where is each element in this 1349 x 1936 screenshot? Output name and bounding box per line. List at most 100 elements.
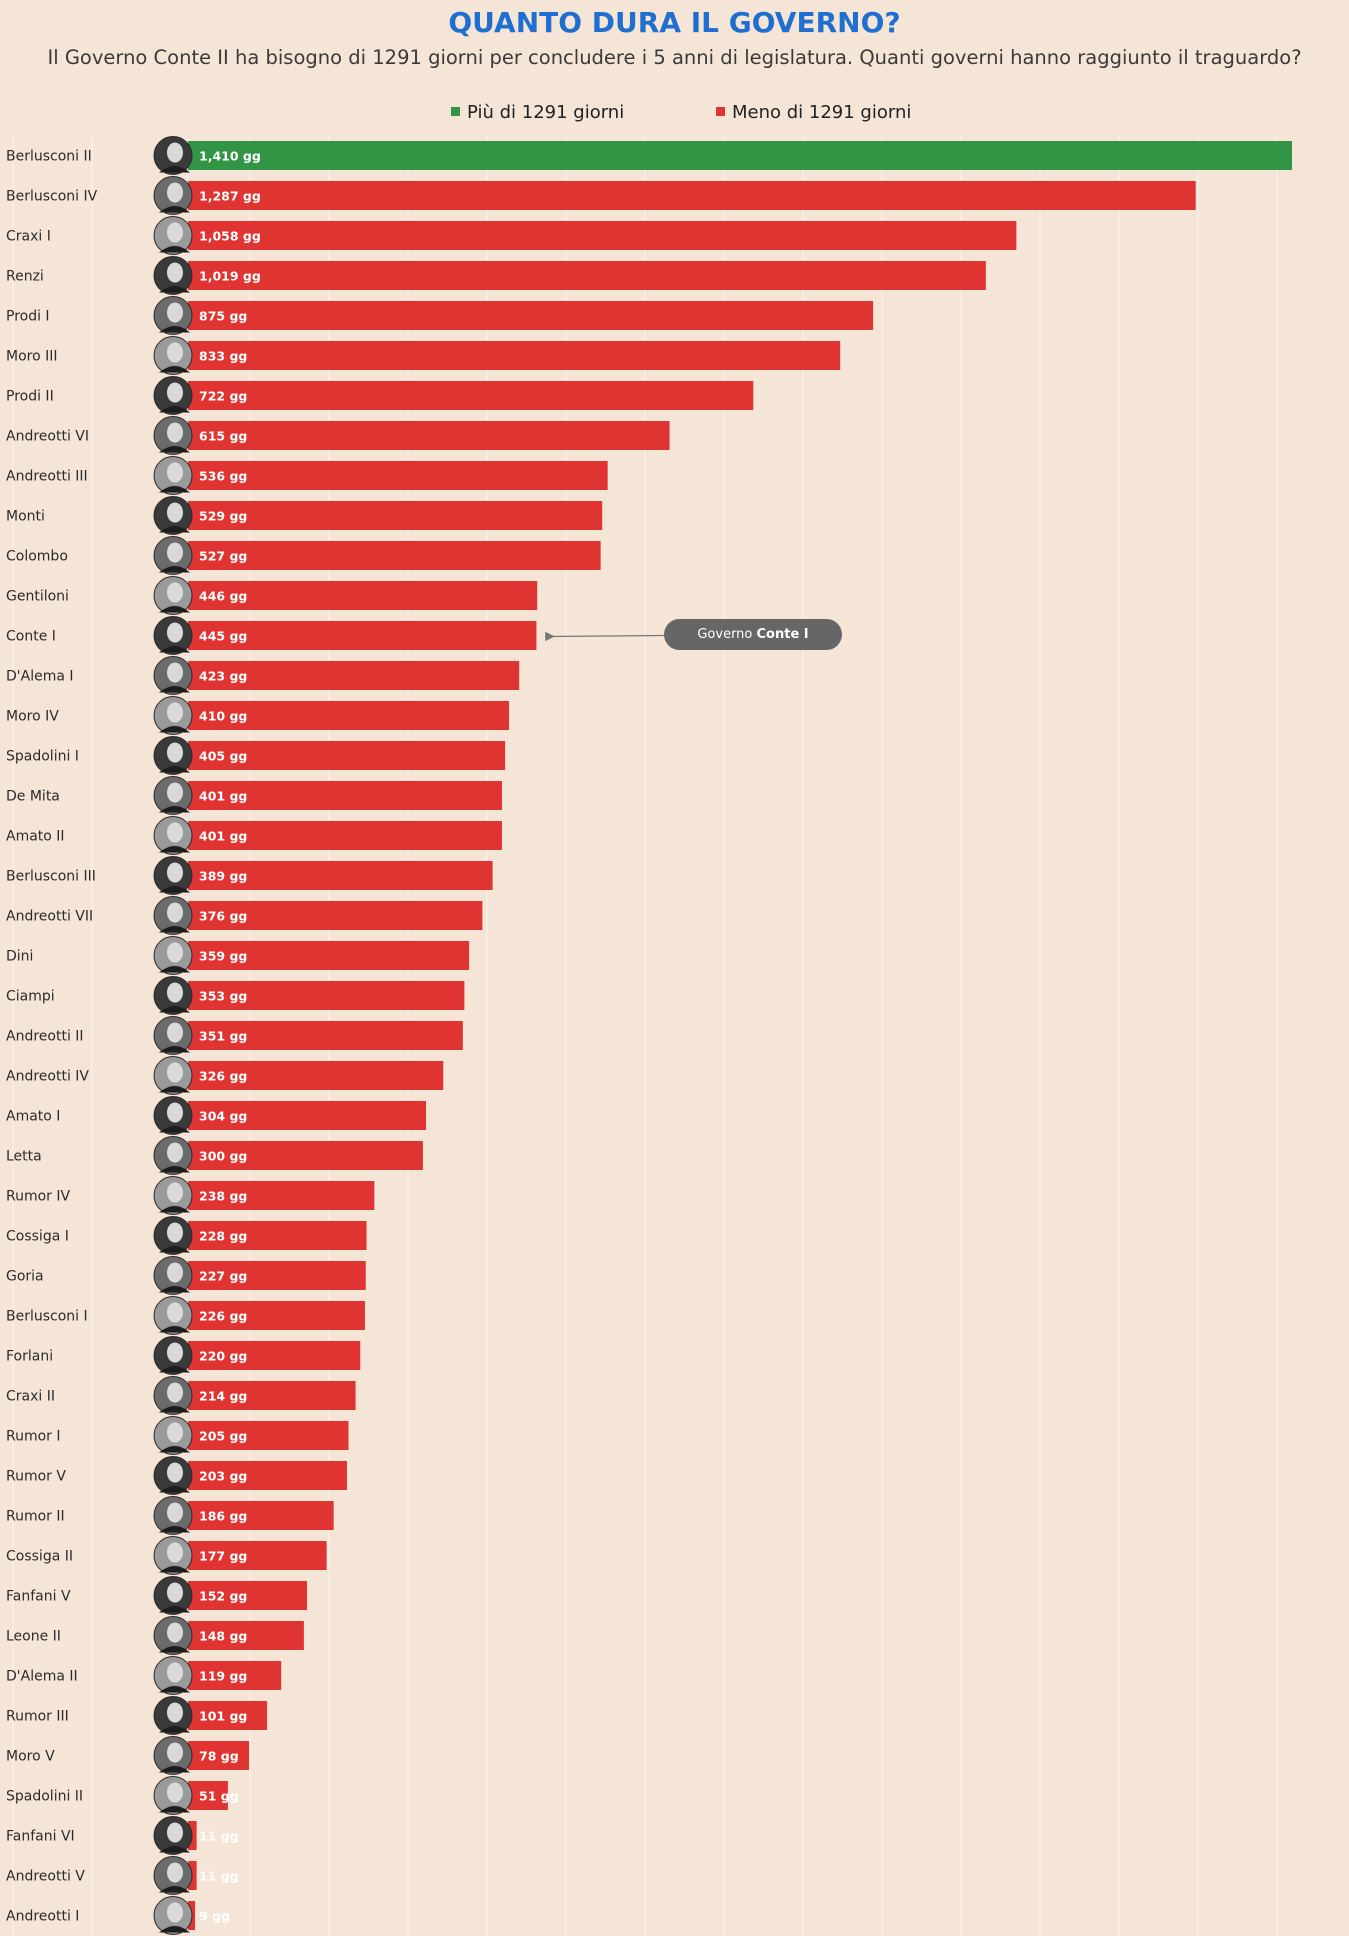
portrait-avatar: [153, 1176, 193, 1215]
annotation-strong: Conte I: [756, 627, 809, 642]
category-label: Craxi I: [6, 229, 51, 245]
value-label: 722 gg: [199, 389, 247, 404]
bar-row: Gentiloni 446 gg: [6, 576, 538, 615]
category-label: Berlusconi II: [6, 149, 92, 165]
category-label: Prodi I: [6, 309, 50, 325]
portrait-avatar: [153, 1496, 193, 1535]
legend-swatch-above: [451, 106, 460, 116]
bar-row: Berlusconi II 1,410 gg: [6, 136, 1292, 175]
legend-swatch-below: [716, 106, 725, 116]
bar: [188, 1701, 268, 1730]
bar-row: Moro IV 410 gg: [6, 696, 510, 735]
value-label: 1,287 gg: [199, 189, 261, 204]
bar: [188, 501, 603, 530]
bar: [188, 1501, 334, 1530]
category-label: Moro IV: [6, 709, 59, 725]
value-label: 410 gg: [199, 709, 247, 724]
category-label: Moro V: [6, 1749, 55, 1765]
bar-row: Colombo 527 gg: [6, 536, 601, 575]
value-label: 238 gg: [199, 1189, 247, 1204]
category-label: Andreotti III: [6, 469, 88, 485]
bar-row: Rumor V 203 gg: [6, 1456, 347, 1495]
bar-row: Andreotti VI 615 gg: [6, 416, 670, 455]
value-label: 405 gg: [199, 749, 247, 764]
bar: [188, 261, 986, 290]
bar: [188, 1461, 347, 1490]
portrait-avatar: [153, 536, 193, 575]
category-label: Rumor III: [6, 1709, 69, 1725]
category-label: Craxi II: [6, 1389, 55, 1405]
portrait-avatar: [153, 936, 193, 975]
portrait-avatar: [153, 296, 193, 335]
portrait-avatar: [153, 1776, 193, 1815]
bar-row: Rumor II 186 gg: [6, 1496, 334, 1535]
value-label: 300 gg: [199, 1149, 247, 1164]
value-label: 205 gg: [199, 1429, 247, 1444]
category-label: Conte I: [6, 629, 56, 645]
category-label: Spadolini II: [6, 1789, 83, 1805]
portrait-avatar: [153, 1136, 193, 1175]
portrait-avatar: [153, 416, 193, 455]
bar-row: Andreotti II 351 gg: [6, 1016, 463, 1055]
value-label: 101 gg: [199, 1709, 247, 1724]
portrait-avatar: [153, 1016, 193, 1055]
category-label: Renzi: [6, 269, 44, 285]
portrait-avatar: [153, 136, 193, 175]
value-label: 615 gg: [199, 429, 247, 444]
category-label: Ciampi: [6, 989, 55, 1005]
bar-row: Moro III 833 gg: [6, 336, 841, 375]
category-label: Andreotti V: [6, 1869, 85, 1885]
portrait-avatar: [153, 1536, 193, 1575]
portrait-avatar: [153, 1896, 193, 1935]
portrait-avatar: [153, 1856, 193, 1895]
category-label: D'Alema I: [6, 669, 74, 685]
category-label: Cossiga I: [6, 1229, 69, 1245]
value-label: 119 gg: [199, 1669, 247, 1684]
portrait-avatar: [153, 1696, 193, 1735]
category-label: Colombo: [6, 549, 68, 565]
portrait-avatar: [153, 816, 193, 855]
portrait-avatar: [153, 656, 193, 695]
bar: [188, 1061, 444, 1090]
bar-row: Goria 227 gg: [6, 1256, 366, 1295]
portrait-avatar: [153, 456, 193, 495]
value-label: 148 gg: [199, 1629, 247, 1644]
bar: [188, 1581, 308, 1610]
bar-row: Berlusconi IV 1,287 gg: [6, 176, 1196, 215]
portrait-avatar: [153, 1616, 193, 1655]
bar: [188, 1181, 375, 1210]
value-label: 220 gg: [199, 1349, 247, 1364]
bar: [188, 1621, 304, 1650]
portrait-avatar: [153, 1096, 193, 1135]
bar-row: Rumor III 101 gg: [6, 1696, 268, 1735]
value-label: 11 gg: [199, 1869, 239, 1884]
category-label: Leone II: [6, 1629, 61, 1645]
bar: [188, 181, 1196, 210]
category-label: Dini: [6, 949, 33, 965]
value-label: 1,019 gg: [199, 269, 261, 284]
bar-row: Leone II 148 gg: [6, 1616, 304, 1655]
portrait-avatar: [153, 496, 193, 535]
bar-row: D'Alema I 423 gg: [6, 656, 520, 695]
value-label: 11 gg: [199, 1829, 239, 1844]
bar-row: Rumor IV 238 gg: [6, 1176, 375, 1215]
category-label: Andreotti IV: [6, 1069, 89, 1085]
category-label: Rumor I: [6, 1429, 61, 1445]
bar: [188, 581, 538, 610]
portrait-avatar: [153, 1576, 193, 1615]
portrait-avatar: [153, 896, 193, 935]
bar: [188, 1781, 228, 1810]
portrait-avatar: [153, 696, 193, 735]
value-label: 78 gg: [199, 1749, 239, 1764]
portrait-avatar: [153, 776, 193, 815]
portrait-avatar: [153, 1256, 193, 1295]
bar: [188, 1381, 356, 1410]
value-label: 152 gg: [199, 1589, 247, 1604]
chart-title: QUANTO DURA IL GOVERNO?: [448, 6, 901, 39]
portrait-avatar: [153, 1816, 193, 1855]
bar: [188, 1261, 366, 1290]
portrait-avatar: [153, 616, 193, 655]
value-label: 527 gg: [199, 549, 247, 564]
portrait-avatar: [153, 216, 193, 255]
value-label: 833 gg: [199, 349, 247, 364]
